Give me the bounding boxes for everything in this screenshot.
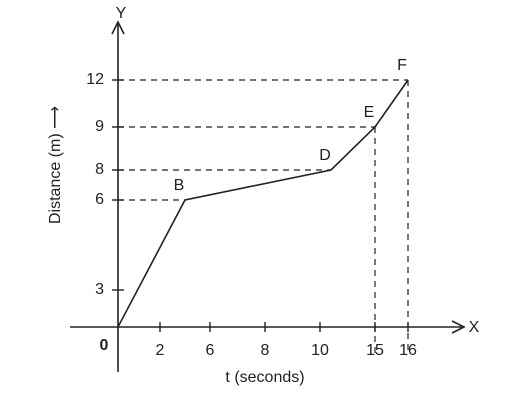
x-tick-label: 10 [311, 342, 329, 359]
x-tick-label: 2 [156, 342, 165, 359]
x-arrow [451, 320, 466, 334]
origin-label: 0 [100, 337, 109, 354]
x-label: t (seconds) [225, 369, 304, 386]
point-label: F [397, 57, 407, 74]
point-label: B [174, 177, 185, 194]
x-tick-label: 16 [399, 342, 417, 359]
y-tick-label: 12 [86, 71, 104, 88]
y-arrow [111, 20, 125, 35]
x-tick-label: 8 [261, 342, 270, 359]
distance-line [117, 79, 409, 328]
y-tick-label: 9 [95, 118, 104, 135]
x-axis-name: X [469, 319, 480, 336]
y-tick-label: 8 [95, 161, 104, 178]
y-label: Distance (m) ⟶ [47, 106, 64, 224]
y-axis-name: Y [116, 5, 127, 22]
x-tick-label: 6 [206, 342, 215, 359]
point-label: E [364, 104, 375, 121]
point-label: D [319, 147, 331, 164]
y-tick-label: 6 [95, 191, 104, 208]
y-tick-label: 3 [95, 281, 104, 298]
